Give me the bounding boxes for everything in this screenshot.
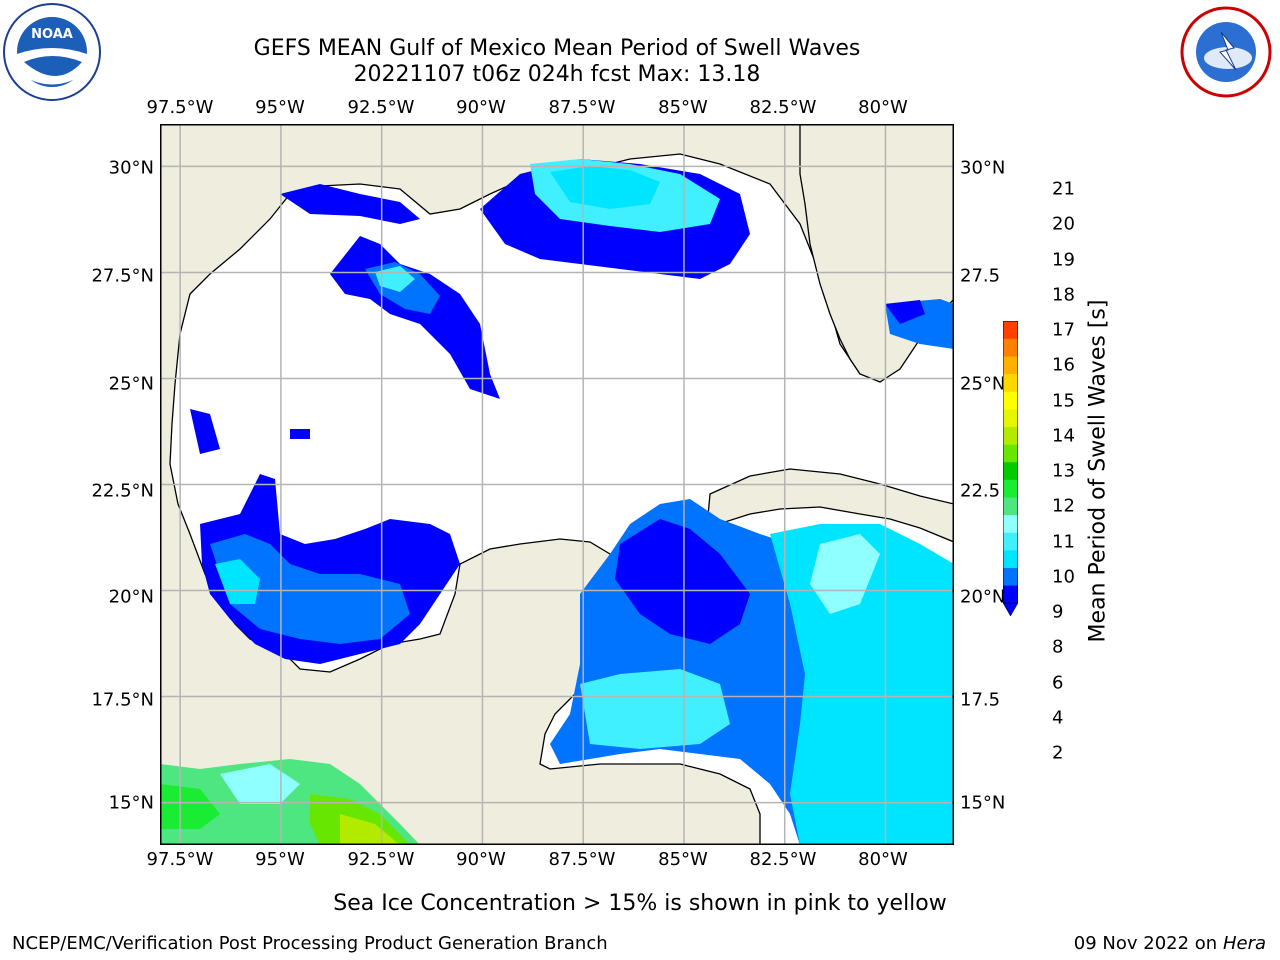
map-border [160,124,954,845]
colorbar-tick-label: 8 [1052,636,1064,658]
colorbar-segment [1003,321,1018,339]
colorbar-tick-label: 12 [1052,495,1075,517]
credit-left: NCEP/EMC/Verification Post Processing Pr… [12,933,608,954]
lon-tick-label: 90°W [456,849,506,870]
colorbar-tick-label: 9 [1052,601,1064,623]
lon-tick-label: 97.5°W [146,849,214,870]
lat-tick-label: 20°N [960,586,1006,608]
svg-text:NOAA: NOAA [31,27,73,42]
colorbar-extend-min [1003,602,1019,617]
credit-date: 09 Nov 2022 on [1073,933,1218,954]
colorbar-segment [1003,479,1018,498]
colorbar-segment [1003,532,1018,551]
colorbar-tick-label: 10 [1052,566,1075,588]
lon-tick-label: 87.5°W [548,97,616,118]
colorbar [1003,321,1019,617]
lon-tick-label: 87.5°W [548,849,616,870]
credit-machine: Hera [1222,933,1266,954]
map-plot-area[interactable] [160,124,954,845]
sea-ice-footnote: Sea Ice Concentration > 15% is shown in … [333,891,947,916]
lat-tick-label: 30°N [108,157,154,179]
lat-tick-label: 27.5 [960,265,1001,287]
lat-tick-label: 25°N [960,373,1006,395]
colorbar-tick-label: 14 [1052,425,1075,447]
colorbar-segment [1003,356,1018,375]
lon-tick-label: 92.5°W [347,97,415,118]
colorbar-tick-label: 21 [1052,178,1075,200]
lon-tick-label: 92.5°W [347,849,415,870]
lon-tick-label: 80°W [858,97,908,118]
colorbar-segment [1003,462,1018,480]
colorbar-segment [1003,585,1018,604]
lat-tick-label: 30°N [960,157,1006,179]
colorbar-tick-label: 13 [1052,460,1075,482]
colorbar-tick-label: 15 [1052,390,1075,411]
lon-tick-label: 97.5°W [146,97,214,118]
lat-tick-label: 22.5 [960,480,1001,502]
land-cuba [707,468,954,543]
colorbar-segment [1003,373,1018,392]
colorbar-segment [1003,444,1018,463]
colorbar-segment [1003,409,1018,427]
colorbar-tick-label: 6 [1052,672,1064,693]
swell-period-field [160,159,954,845]
colorbar-frame [1003,321,1018,604]
colorbar-segment [1003,338,1018,357]
land-north-west [160,124,954,845]
lon-tick-label: 90°W [456,97,506,118]
lat-tick-label: 15°N [108,792,154,814]
colorbar-tick-label: 16 [1052,354,1075,376]
colorbar-tick-label: 11 [1052,531,1075,552]
colorbar-tick-label: 20 [1052,213,1075,235]
map-subtitle: 20221107 t06z 024h fcst Max: 13.18 [353,62,761,87]
nws-logo [1180,6,1272,98]
credit-right: 09 Nov 2022 on Hera [1074,933,1266,954]
lon-tick-label: 85°W [658,849,708,870]
lat-tick-label: 17.5 [960,689,1001,711]
colorbar-segment [1003,514,1018,533]
lat-tick-label: 15°N [960,792,1006,814]
lon-tick-label: 95°W [255,849,305,870]
graticule [160,124,954,845]
colorbar-segment [1003,426,1018,445]
lat-tick-label: 22.5°N [91,480,154,502]
map-title: GEFS MEAN Gulf of Mexico Mean Period of … [253,36,861,61]
lon-tick-label: 82.5°W [749,849,817,870]
noaa-logo: NOAA [3,3,101,101]
colorbar-segments [1003,321,1019,617]
lat-tick-label: 25°N [108,373,154,395]
colorbar-segment [1003,550,1018,568]
lon-tick-label: 82.5°W [749,97,817,118]
colorbar-segment [1003,391,1018,410]
lat-tick-label: 17.5°N [91,689,154,711]
colorbar-segment [1003,567,1018,586]
lat-tick-label: 20°N [108,586,154,608]
lon-tick-label: 95°W [255,97,305,118]
lon-tick-label: 80°W [858,849,908,870]
colorbar-tick-label: 2 [1052,742,1064,764]
colorbar-title: Mean Period of Swell Waves [s] [1085,299,1111,643]
colorbar-tick-label: 17 [1052,319,1075,341]
colorbar-tick-label: 18 [1052,284,1075,306]
colorbar-tick-label: 19 [1052,249,1075,270]
lon-tick-label: 85°W [658,97,708,118]
colorbar-tick-label: 4 [1052,707,1064,729]
lat-tick-label: 27.5°N [91,265,154,287]
colorbar-segment [1003,497,1018,516]
